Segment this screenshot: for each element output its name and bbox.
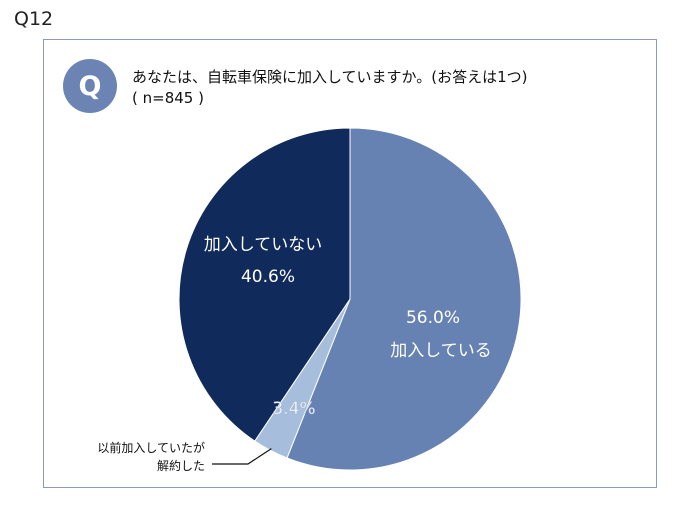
value-label-joined: 56.0% [406, 308, 460, 328]
slice-label-joined: 加入している [390, 341, 492, 361]
pie-slices [178, 127, 522, 471]
q-badge: Q [63, 59, 117, 113]
slice-label-previous-line2: 解約した [157, 458, 205, 473]
question-text: あなたは、自転車保険に加入していますか。(お答えは1つ) [132, 68, 528, 86]
pie-slice-0 [286, 127, 522, 471]
value-label-previous: 3.4% [272, 399, 315, 419]
pie-slice-2 [178, 127, 351, 442]
value-label-not-joined: 40.6% [241, 267, 295, 287]
sample-size: ( n=845 ) [132, 89, 204, 107]
leader-line-previous [212, 448, 272, 465]
slice-label-previous-line1: 以前加入していたが [97, 440, 205, 455]
slice-label-not-joined: 加入していない [204, 235, 323, 255]
question-number: Q12 [14, 8, 54, 30]
